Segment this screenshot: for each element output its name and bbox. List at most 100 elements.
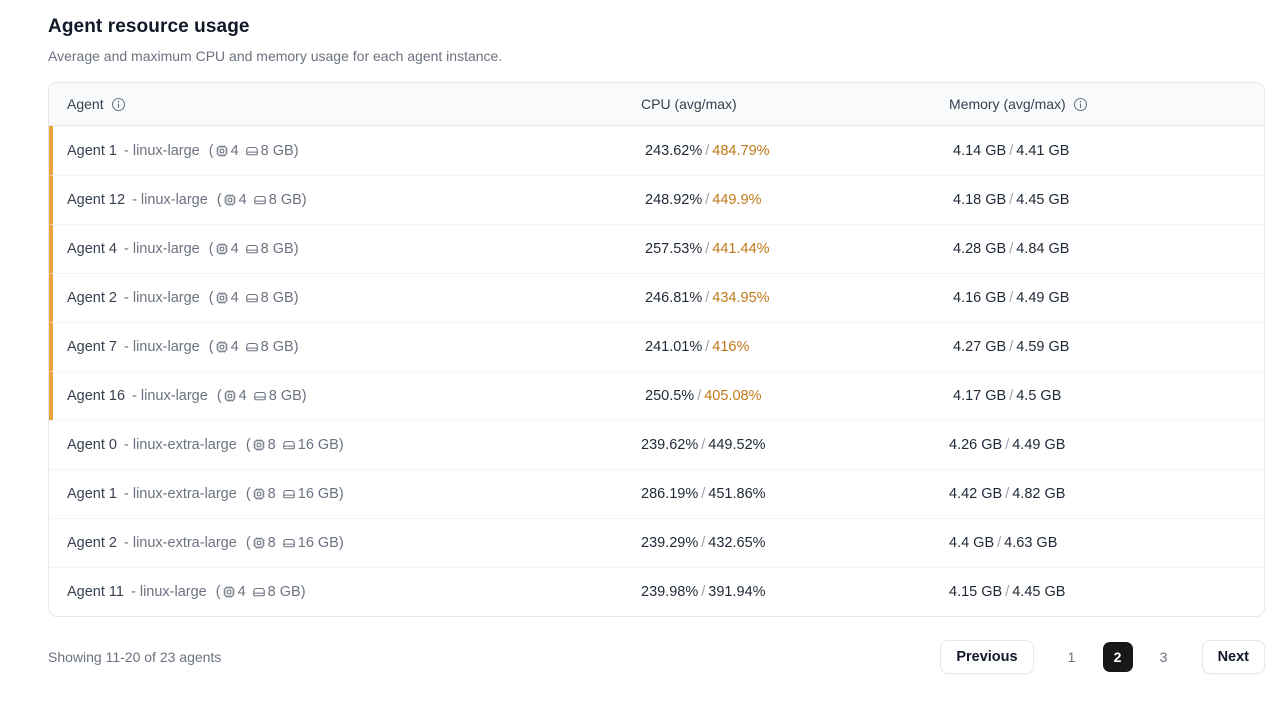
- cpu-avg-value: 241.01%: [645, 339, 703, 355]
- agent-name: Agent 2: [67, 535, 117, 551]
- table-row: Agent 11 - linux-large ( 4 8 GB) 239.98%…: [49, 567, 1264, 616]
- memory-max-value: 4.63 GB: [1004, 535, 1058, 551]
- page-number-3[interactable]: 3: [1159, 649, 1168, 665]
- cpu-usage-cell: 250.5%/405.08%: [645, 388, 953, 404]
- memory-max-value: 4.45 GB: [1016, 192, 1070, 208]
- cpu-avg-value: 257.53%: [645, 241, 703, 257]
- memory-max-value: 4.49 GB: [1012, 437, 1066, 453]
- agent-name: Agent 7: [67, 339, 117, 355]
- table-row: Agent 1 - linux-large ( 4 8 GB) 243.62% /…: [49, 126, 1264, 175]
- ram-amount: 8 GB): [260, 142, 299, 159]
- memory-stick-icon: [282, 438, 296, 456]
- agent-cell: Agent 12 - linux-large ( 4 8 GB): [53, 191, 645, 209]
- column-header-agent-label: Agent: [67, 96, 104, 112]
- cpu-chip-icon: [252, 438, 266, 456]
- agent-name: Agent 4: [67, 241, 117, 257]
- memory-usage-cell: 4.26 GB/4.49 GB: [949, 437, 1264, 453]
- ram-amount: 16 GB): [297, 535, 344, 551]
- cpu-avg-value: 246.81%: [645, 290, 703, 306]
- ram-amount: 16 GB): [297, 437, 344, 453]
- agent-name: Agent 16: [67, 388, 126, 404]
- core-count: 4: [238, 192, 247, 208]
- cpu-usage-cell: 239.98%/391.94%: [641, 584, 949, 600]
- core-count: 8: [267, 486, 276, 502]
- memory-max-value: 4.5 GB: [1016, 388, 1062, 404]
- cpu-usage-cell: 286.19%/451.86%: [641, 486, 949, 502]
- agent-machine-type: - linux-large: [124, 142, 200, 159]
- memory-stick-icon: [245, 291, 259, 309]
- value-separator: /: [1009, 339, 1014, 355]
- agent-cell: Agent 1 - linux-large ( 4 8 GB): [53, 142, 645, 160]
- cpu-usage-cell: 239.62%/449.52%: [641, 437, 949, 453]
- value-separator: /: [705, 142, 710, 159]
- agent-name: Agent 0: [67, 437, 117, 453]
- column-header-cpu: CPU (avg/max): [641, 96, 737, 112]
- core-count: 4: [230, 290, 239, 306]
- ram-amount: 16 GB): [297, 486, 344, 502]
- ram-amount: 8 GB): [260, 241, 299, 257]
- cpu-chip-icon: [252, 536, 266, 554]
- memory-avg-value: 4.42 GB: [949, 486, 1003, 502]
- agent-machine-type: - linux-large: [124, 290, 200, 306]
- memory-stick-icon: [245, 242, 259, 260]
- memory-usage-cell: 4.18 GB/4.45 GB: [953, 192, 1264, 208]
- page-number-1[interactable]: 1: [1067, 649, 1076, 665]
- agent-cell: Agent 1 - linux-extra-large ( 8 16 GB): [49, 485, 641, 503]
- column-header-memory-label: Memory (avg/max): [949, 96, 1066, 112]
- table-footer: Showing 11-20 of 23 agents Previous 1 2 …: [48, 640, 1265, 674]
- agent-machine-type: - linux-extra-large: [124, 535, 237, 551]
- memory-avg-value: 4.4 GB: [949, 535, 995, 551]
- cpu-avg-value: 286.19%: [641, 486, 699, 502]
- cpu-max-value: 484.79%: [712, 142, 770, 159]
- memory-stick-icon: [253, 389, 267, 407]
- specs-paren-open: (: [216, 388, 222, 404]
- core-count: 4: [238, 388, 247, 404]
- cpu-max-value: 434.95%: [712, 290, 770, 306]
- table-row: Agent 12 - linux-large ( 4 8 GB) 248.92%…: [49, 175, 1264, 224]
- memory-avg-value: 4.14 GB: [953, 142, 1007, 159]
- value-separator: /: [997, 535, 1002, 551]
- memory-avg-value: 4.15 GB: [949, 584, 1003, 600]
- agent-cell: Agent 11 - linux-large ( 4 8 GB): [49, 583, 641, 601]
- memory-max-value: 4.59 GB: [1016, 339, 1070, 355]
- memory-avg-value: 4.16 GB: [953, 290, 1007, 306]
- agent-name: Agent 1: [67, 142, 117, 159]
- agent-name: Agent 1: [67, 486, 117, 502]
- agent-cell: Agent 4 - linux-large ( 4 8 GB): [53, 240, 645, 258]
- agent-resource-usage-page: Agent resource usage Average and maximum…: [48, 16, 1265, 674]
- cpu-max-value: 451.86%: [708, 486, 766, 502]
- cpu-usage-cell: 248.92%/449.9%: [645, 192, 953, 208]
- ram-amount: 8 GB): [260, 290, 299, 306]
- memory-avg-value: 4.26 GB: [949, 437, 1003, 453]
- memory-stick-icon: [282, 487, 296, 505]
- cpu-avg-value: 250.5%: [645, 388, 695, 404]
- table-row: Agent 16 - linux-large ( 4 8 GB) 250.5% /…: [49, 371, 1264, 420]
- specs-paren-open: (: [208, 290, 214, 306]
- value-separator: /: [1005, 584, 1010, 600]
- cpu-usage-cell: 257.53%/441.44%: [645, 241, 953, 257]
- table-row: Agent 2 - linux-extra-large ( 8 16 GB) 2…: [49, 518, 1264, 567]
- info-icon[interactable]: [111, 97, 126, 112]
- value-separator: /: [701, 584, 706, 600]
- value-separator: /: [705, 241, 710, 257]
- agent-specs: ( 4 8 GB): [216, 583, 306, 601]
- cpu-usage-cell: 241.01%/416%: [645, 339, 953, 355]
- ram-amount: 8 GB): [268, 192, 307, 208]
- core-count: 8: [267, 535, 276, 551]
- previous-page-button[interactable]: Previous: [940, 640, 1034, 674]
- page-number-2-current[interactable]: 2: [1102, 642, 1133, 672]
- specs-paren-open: (: [208, 142, 214, 159]
- info-icon[interactable]: [1073, 97, 1088, 112]
- agent-specs: ( 4 8 GB): [209, 338, 299, 356]
- cpu-chip-icon: [215, 340, 229, 358]
- pagination: Previous 1 2 3 Next: [940, 640, 1265, 674]
- memory-usage-cell: 4.16 GB/4.49 GB: [953, 290, 1264, 306]
- agent-cell: Agent 0 - linux-extra-large ( 8 16 GB): [49, 436, 641, 454]
- agent-name: Agent 11: [67, 584, 124, 600]
- value-separator: /: [1009, 388, 1014, 404]
- memory-avg-value: 4.17 GB: [953, 388, 1007, 404]
- agent-name: Agent 12: [67, 192, 126, 208]
- next-page-button[interactable]: Next: [1201, 640, 1265, 674]
- specs-paren-open: (: [215, 584, 221, 600]
- value-separator: /: [1009, 241, 1014, 257]
